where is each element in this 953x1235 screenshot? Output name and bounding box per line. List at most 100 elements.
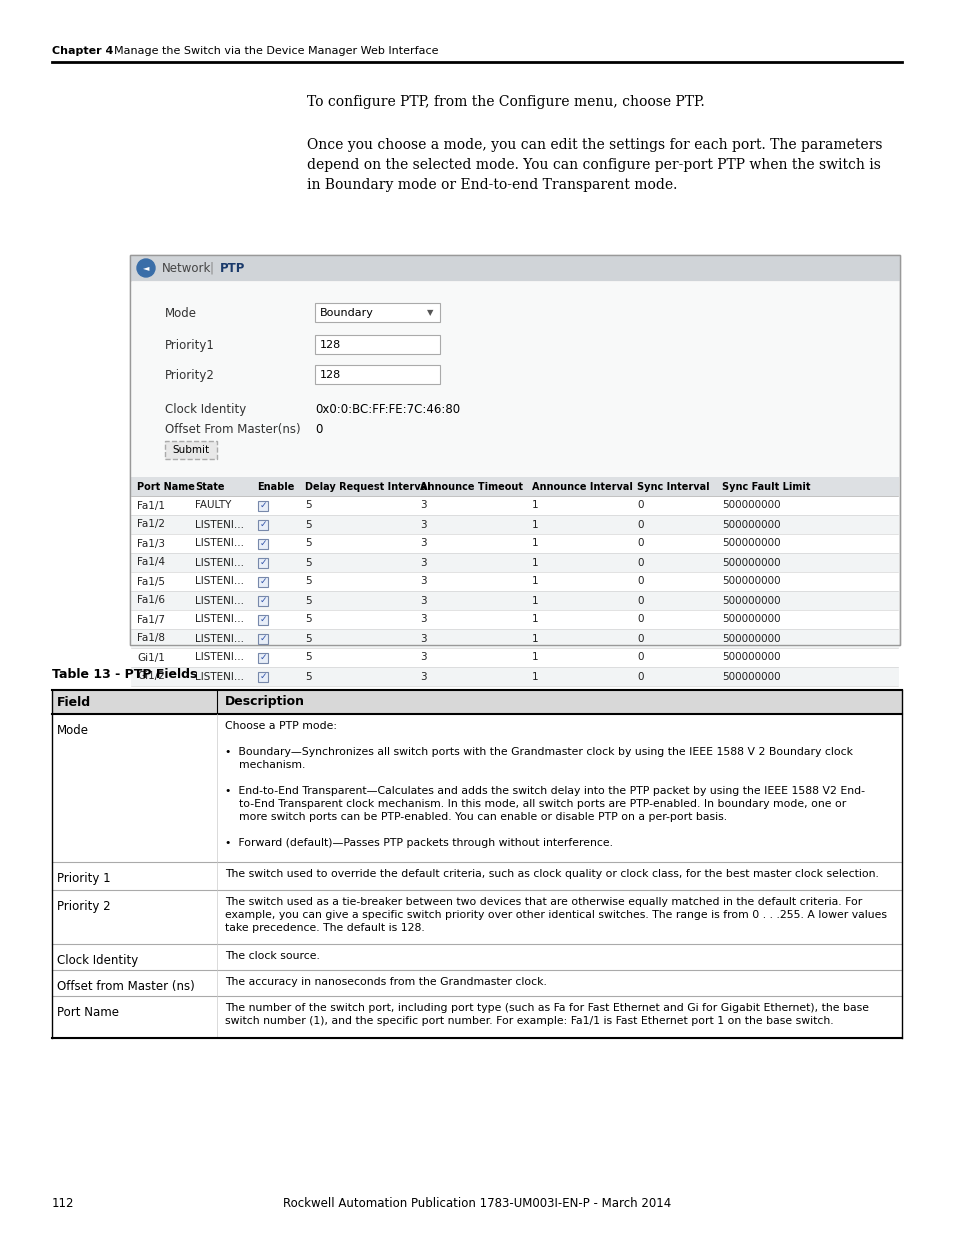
Text: to-End Transparent clock mechanism. In this mode, all switch ports are PTP-enabl: to-End Transparent clock mechanism. In t… <box>225 799 845 809</box>
Text: take precedence. The default is 128.: take precedence. The default is 128. <box>225 923 424 932</box>
Text: Delay Request Interval: Delay Request Interval <box>305 483 430 493</box>
Bar <box>52 714 901 862</box>
Bar <box>131 667 898 685</box>
Bar <box>131 515 898 534</box>
Text: The switch used as a tie-breaker between two devices that are otherwise equally : The switch used as a tie-breaker between… <box>225 897 862 906</box>
Text: 5: 5 <box>305 577 312 587</box>
Bar <box>257 557 268 568</box>
Text: 5: 5 <box>305 634 312 643</box>
Text: Clock Identity: Clock Identity <box>165 403 246 416</box>
Text: 128: 128 <box>319 370 341 380</box>
Text: 0: 0 <box>637 672 643 682</box>
Bar <box>257 538 268 548</box>
Text: Fa1/2: Fa1/2 <box>137 520 165 530</box>
Text: 1: 1 <box>532 634 538 643</box>
Text: 500000000: 500000000 <box>721 557 780 568</box>
Text: Offset From Master(ns): Offset From Master(ns) <box>165 424 300 436</box>
Text: Network: Network <box>162 262 212 274</box>
Text: mechanism.: mechanism. <box>225 760 305 769</box>
Bar <box>131 592 898 610</box>
Text: To configure PTP, from the Configure menu, choose PTP.: To configure PTP, from the Configure men… <box>307 95 704 109</box>
Text: Mode: Mode <box>57 724 89 737</box>
Text: Enable: Enable <box>256 483 294 493</box>
Text: 3: 3 <box>419 500 426 510</box>
Text: Priority 1: Priority 1 <box>57 872 111 885</box>
Text: Gi1/2: Gi1/2 <box>137 672 165 682</box>
Text: 0: 0 <box>637 652 643 662</box>
Bar <box>52 862 901 890</box>
Text: The clock source.: The clock source. <box>225 951 319 961</box>
Text: 0: 0 <box>637 577 643 587</box>
Text: ✓: ✓ <box>259 672 267 680</box>
Text: LISTENI...: LISTENI... <box>194 652 244 662</box>
Text: 3: 3 <box>419 538 426 548</box>
Text: 500000000: 500000000 <box>721 500 780 510</box>
Text: ✓: ✓ <box>259 634 267 643</box>
Text: 5: 5 <box>305 520 312 530</box>
Text: 0: 0 <box>637 595 643 605</box>
Text: 0: 0 <box>637 520 643 530</box>
Text: 0: 0 <box>637 500 643 510</box>
Text: Sync Fault Limit: Sync Fault Limit <box>721 483 810 493</box>
Text: Announce Timeout: Announce Timeout <box>419 483 522 493</box>
Bar <box>257 595 268 605</box>
Text: 5: 5 <box>305 652 312 662</box>
Text: 0: 0 <box>637 538 643 548</box>
Text: The switch used to override the default criteria, such as clock quality or clock: The switch used to override the default … <box>225 869 878 879</box>
Text: 1: 1 <box>532 538 538 548</box>
Text: 500000000: 500000000 <box>721 595 780 605</box>
Text: 0: 0 <box>637 634 643 643</box>
Bar <box>131 496 898 515</box>
Text: Description: Description <box>225 695 305 709</box>
Text: ✓: ✓ <box>259 538 267 548</box>
Text: Priority2: Priority2 <box>165 369 214 382</box>
Bar <box>130 254 899 645</box>
Bar <box>131 282 898 645</box>
Text: Sync Interval: Sync Interval <box>637 483 709 493</box>
Text: ✓: ✓ <box>259 520 267 529</box>
Text: 3: 3 <box>419 672 426 682</box>
Bar <box>131 534 898 553</box>
Text: Port Name: Port Name <box>57 1007 119 1019</box>
Text: 1: 1 <box>532 557 538 568</box>
Text: more switch ports can be PTP-enabled. You can enable or disable PTP on a per-por: more switch ports can be PTP-enabled. Yo… <box>225 811 726 823</box>
Text: 0x0:0:BC:FF:FE:7C:46:80: 0x0:0:BC:FF:FE:7C:46:80 <box>314 403 459 416</box>
Text: ✓: ✓ <box>259 501 267 510</box>
Text: 3: 3 <box>419 595 426 605</box>
Text: LISTENI...: LISTENI... <box>194 634 244 643</box>
Text: Table 13 - PTP Fields: Table 13 - PTP Fields <box>52 668 197 680</box>
Bar <box>314 335 439 354</box>
Text: 1: 1 <box>532 615 538 625</box>
Text: LISTENI...: LISTENI... <box>194 538 244 548</box>
Bar <box>131 610 898 629</box>
Text: 3: 3 <box>419 520 426 530</box>
Text: The accuracy in nanoseconds from the Grandmaster clock.: The accuracy in nanoseconds from the Gra… <box>225 977 546 987</box>
Bar <box>130 254 899 645</box>
Text: |: | <box>210 262 213 274</box>
Text: 3: 3 <box>419 577 426 587</box>
Text: Fa1/5: Fa1/5 <box>137 577 165 587</box>
Text: ◄: ◄ <box>143 263 149 273</box>
Text: LISTENI...: LISTENI... <box>194 557 244 568</box>
Text: 3: 3 <box>419 634 426 643</box>
Bar <box>314 303 439 322</box>
Bar <box>52 995 901 1037</box>
Text: 128: 128 <box>319 340 341 350</box>
Bar <box>131 629 898 648</box>
Text: Mode: Mode <box>165 308 196 320</box>
Text: 1: 1 <box>532 672 538 682</box>
Bar <box>257 520 268 530</box>
Bar <box>131 477 898 496</box>
Bar <box>130 254 899 282</box>
Bar <box>131 572 898 592</box>
Text: PTP: PTP <box>220 262 245 274</box>
Bar <box>131 648 898 667</box>
Text: 500000000: 500000000 <box>721 577 780 587</box>
Text: ▼: ▼ <box>427 309 433 317</box>
Text: Gi1/1: Gi1/1 <box>137 652 165 662</box>
Text: 1: 1 <box>532 577 538 587</box>
Bar <box>52 690 901 714</box>
Text: 500000000: 500000000 <box>721 672 780 682</box>
Text: LISTENI...: LISTENI... <box>194 577 244 587</box>
Text: LISTENI...: LISTENI... <box>194 672 244 682</box>
